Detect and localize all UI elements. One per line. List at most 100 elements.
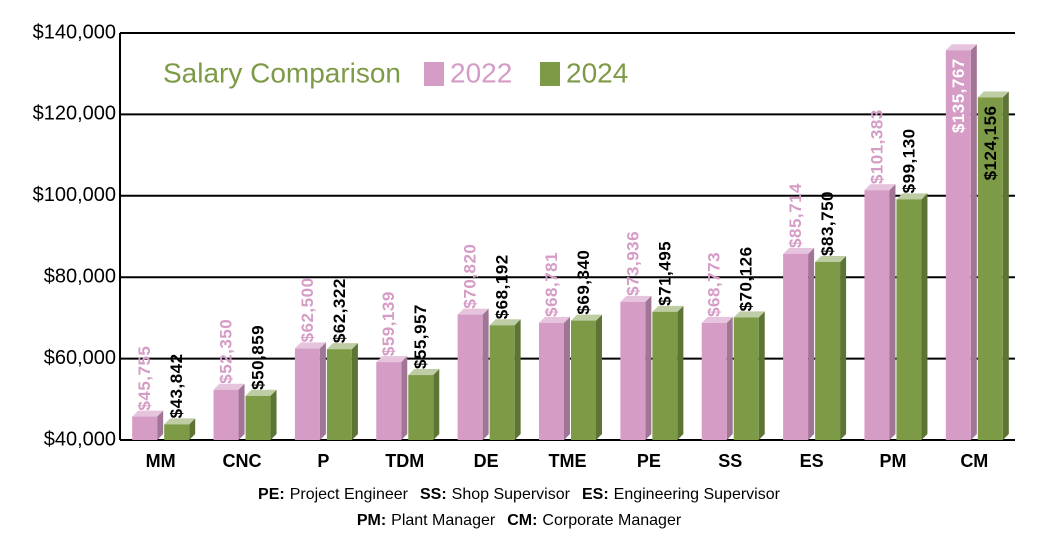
x-tick-label: P (317, 451, 329, 471)
value-label: $99,130 (899, 128, 918, 193)
bar-side (238, 383, 245, 440)
bar-top (489, 319, 521, 326)
value-label: $85,714 (786, 183, 805, 248)
value-label: $101,383 (867, 109, 886, 184)
legend-label: 2022 (450, 57, 512, 88)
bar-side (514, 319, 521, 440)
bar-top (945, 44, 977, 51)
value-label: $62,500 (298, 277, 317, 342)
bar-top (326, 343, 358, 350)
bar-side (758, 311, 765, 440)
bar-side (840, 255, 847, 440)
note-text: Plant Manager (391, 512, 496, 529)
bar-top (245, 389, 277, 396)
x-tick-label: SS (718, 451, 742, 471)
y-tick-label: $40,000 (44, 428, 116, 450)
bar-side (808, 247, 815, 440)
legend-swatch (424, 62, 444, 86)
note-text: Project Engineer (290, 486, 409, 503)
footnote: PE: Project Engineer SS: Shop Supervisor ES:… (258, 486, 781, 503)
bar (164, 424, 190, 440)
footnote: PM: Plant Manager CM: Corporate Manager (357, 512, 682, 529)
bar-side (921, 193, 928, 440)
value-label: $71,495 (655, 241, 674, 306)
bar (408, 375, 434, 440)
bar (815, 261, 841, 440)
bar (539, 322, 564, 440)
bar-top (620, 295, 652, 302)
note-abbr: ES: (582, 486, 609, 503)
bar-top (864, 184, 896, 191)
bar (945, 50, 971, 441)
bar-top (164, 418, 196, 425)
bar (620, 301, 646, 440)
value-label: $68,773 (705, 252, 724, 317)
bar (783, 253, 809, 440)
bar (652, 311, 678, 440)
value-label: $59,139 (379, 291, 398, 356)
bar (571, 320, 596, 440)
value-label: $73,936 (623, 231, 642, 296)
bar (245, 395, 271, 440)
note-abbr: SS: (420, 486, 447, 503)
value-label: $70,126 (737, 246, 756, 311)
x-tick-label: ES (800, 451, 824, 471)
bar-side (564, 316, 570, 440)
bar (213, 389, 239, 440)
note-abbr: CM: (507, 512, 537, 529)
bar-top (733, 311, 765, 318)
bar-side (270, 389, 277, 440)
bar-top (815, 255, 847, 262)
value-label: $83,750 (818, 191, 837, 256)
bar-side (189, 418, 196, 440)
value-label: $62,322 (330, 278, 349, 343)
x-tick-label: TDM (385, 451, 424, 471)
bar-side (1002, 91, 1009, 440)
bar-side (433, 369, 440, 440)
x-tick-label: PM (879, 451, 906, 471)
x-tick-label: CNC (223, 451, 262, 471)
y-tick-label: $100,000 (33, 184, 116, 206)
bar-side (319, 342, 326, 440)
bar-side (157, 410, 164, 440)
bar-top (783, 247, 815, 254)
bar (326, 349, 352, 440)
bar-top (701, 316, 733, 323)
x-tick-label: TME (549, 451, 587, 471)
bar-top (539, 316, 570, 323)
value-label: $70,820 (461, 244, 480, 309)
bar-top (294, 342, 326, 349)
bar (864, 190, 890, 440)
bar (376, 362, 402, 440)
bar (733, 317, 759, 440)
y-tick-label: $140,000 (33, 21, 116, 43)
y-tick-label: $120,000 (33, 103, 116, 125)
y-tick-label: $60,000 (44, 347, 116, 369)
bar-side (726, 316, 733, 440)
bar-top (652, 305, 684, 312)
bar-side (351, 343, 358, 440)
bar-side (401, 356, 408, 440)
bar-top (408, 369, 440, 376)
note-abbr: PM: (357, 512, 386, 529)
x-tick-label: MM (146, 451, 176, 471)
bar-top (571, 314, 602, 321)
legend-swatch (540, 62, 560, 86)
value-label: $69,340 (574, 250, 593, 315)
value-label: $43,842 (167, 353, 186, 418)
bar-side (970, 44, 977, 441)
legend-label: 2024 (566, 57, 628, 88)
x-tick-label: DE (474, 451, 499, 471)
note-text: Shop Supervisor (452, 486, 571, 503)
bar-side (482, 308, 489, 440)
bar (132, 416, 158, 440)
bar (457, 314, 483, 440)
bar (977, 97, 1003, 440)
bar-top (457, 308, 489, 315)
value-label: $55,957 (411, 304, 430, 369)
bar-top (896, 193, 928, 200)
bar-side (889, 184, 896, 440)
value-label: $45,755 (135, 346, 154, 411)
